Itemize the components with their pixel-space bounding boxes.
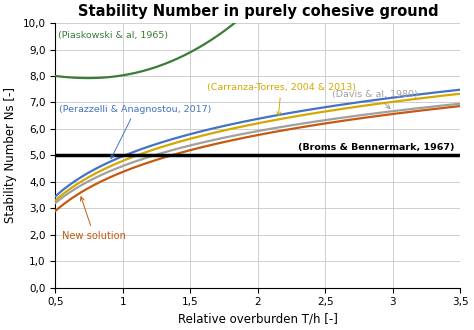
Title: Stability Number in purely cohesive ground: Stability Number in purely cohesive grou… bbox=[78, 4, 438, 19]
X-axis label: Relative overburden T/h [-]: Relative overburden T/h [-] bbox=[178, 313, 338, 326]
Text: (Carranza-Torres, 2004 & 2013): (Carranza-Torres, 2004 & 2013) bbox=[207, 83, 356, 115]
Text: New solution: New solution bbox=[62, 197, 126, 241]
Y-axis label: Stability Number Ns [-]: Stability Number Ns [-] bbox=[4, 87, 17, 223]
Text: (Davis & al, 1980): (Davis & al, 1980) bbox=[332, 90, 418, 109]
Text: (Broms & Bennermark, 1967): (Broms & Bennermark, 1967) bbox=[298, 143, 455, 152]
Text: (Perazzelli & Anagnostou, 2017): (Perazzelli & Anagnostou, 2017) bbox=[60, 105, 212, 158]
Text: (Piaskowski & al, 1965): (Piaskowski & al, 1965) bbox=[58, 30, 168, 40]
